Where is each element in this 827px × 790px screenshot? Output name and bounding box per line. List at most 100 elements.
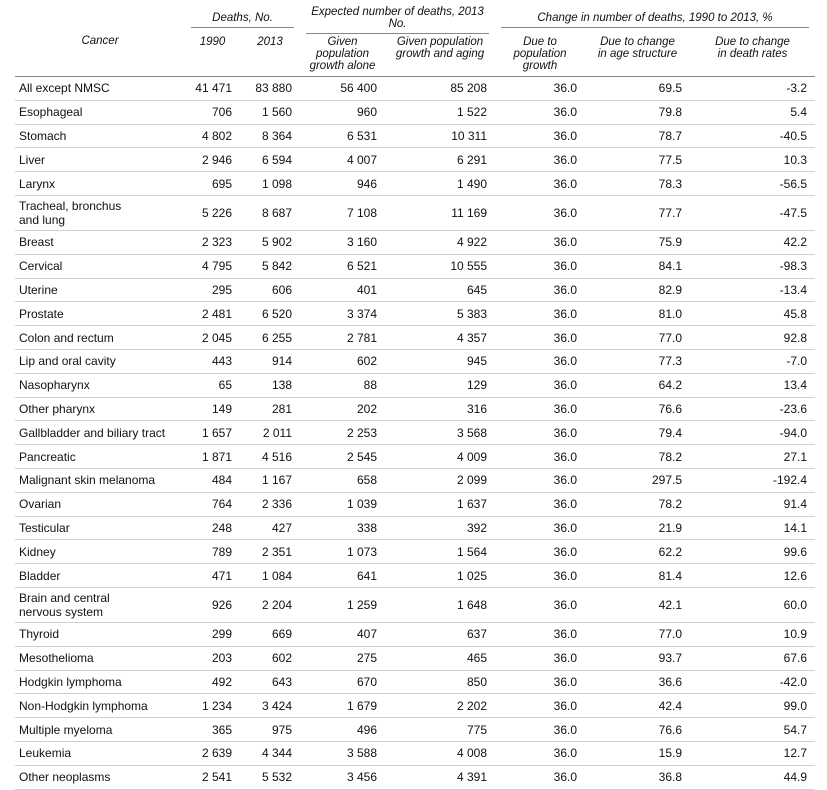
cancer-name: Pancreatic (15, 444, 185, 469)
cell-value: 77.5 (585, 147, 691, 173)
cell-value: 492 (185, 670, 240, 695)
cancer-name: Mesothelioma (15, 646, 185, 671)
cell-value: 77.3 (585, 349, 691, 374)
cell-value: 77.7 (585, 195, 691, 231)
cell-value: 2 202 (385, 693, 496, 719)
cancer-name: Other neoplasms (15, 765, 185, 790)
cell-value: 637 (385, 622, 496, 647)
data-table: Cancer Deaths, No. Expected number of deat… (15, 6, 816, 790)
cell-value: 36.0 (495, 587, 586, 623)
header-row: Cancer Deaths, No. Expected number of deat… (15, 6, 815, 77)
cell-value: 36.0 (495, 492, 586, 517)
cell-value: 14.1 (690, 516, 816, 541)
cancer-name: Colon and rectum (15, 325, 185, 350)
cell-value: 75.9 (585, 230, 691, 255)
cell-value: 4 795 (185, 254, 240, 279)
cell-value: 36.8 (585, 765, 691, 790)
group-header: Deaths, No. (185, 6, 300, 34)
cell-value: 4 009 (385, 444, 496, 469)
cell-value: 471 (185, 563, 240, 588)
cell-value: 42.2 (690, 230, 816, 255)
column-header: Given population growth alone (300, 34, 386, 77)
cell-value: 67.6 (690, 646, 816, 671)
cell-value: 606 (240, 278, 301, 303)
group-header: Expected number of deaths, 2013 No. (300, 6, 495, 34)
cell-value: 496 (300, 717, 386, 742)
cancer-name: Liver (15, 147, 185, 173)
cancer-name: All except NMSC (15, 76, 185, 101)
cell-value: 3 374 (300, 301, 386, 327)
cell-value: 3 456 (300, 765, 386, 790)
table-row: Malignant skin melanoma 484 1 167 658 2 099 3… (15, 468, 816, 493)
cancer-name: Lip and oral cavity (15, 349, 185, 374)
cancer-name: Kidney (15, 539, 185, 565)
cell-value: 83 880 (240, 76, 301, 101)
cell-value: -192.4 (690, 468, 816, 493)
cell-value: 36.0 (495, 230, 586, 255)
cell-value: 1 039 (300, 492, 386, 517)
table-row: Nasopharynx 65 138 88 129 36.0 64.2 13.4 (15, 373, 816, 398)
cell-value: 6 521 (300, 254, 386, 279)
table-row: Cervical 4 795 5 842 6 521 10 555 36.0 84.1 -98… (15, 254, 816, 279)
cell-value: 4 802 (185, 124, 240, 149)
table-row: Bladder 471 1 084 641 1 025 36.0 81.4 12.6 (15, 563, 816, 588)
cell-value: 81.0 (585, 301, 691, 327)
cell-value: 8 687 (240, 195, 301, 231)
cell-value: 36.0 (495, 693, 586, 719)
cell-value: 2 545 (300, 444, 386, 469)
cell-value: 11 169 (385, 195, 496, 231)
cell-value: 401 (300, 278, 386, 303)
cell-value: 1 259 (300, 587, 386, 623)
cell-value: 36.0 (495, 741, 586, 766)
cell-value: 5.4 (690, 100, 816, 125)
cell-value: 281 (240, 397, 301, 422)
cancer-name: Esophageal (15, 100, 185, 125)
cell-value: 84.1 (585, 254, 691, 279)
table-row: Testicular 248 427 338 392 36.0 21.9 14.1 (15, 516, 816, 541)
cell-value: 41 471 (185, 76, 240, 101)
column-header: Due to change in age structure (585, 34, 691, 77)
cell-value: -40.5 (690, 124, 816, 149)
cancer-name: Testicular (15, 516, 185, 541)
cell-value: 36.0 (495, 147, 586, 173)
cell-value: 85 208 (385, 76, 496, 101)
column-header: 1990 (185, 34, 240, 77)
cancer-name: Prostate (15, 301, 185, 327)
table-row: Kidney 789 2 351 1 073 1 564 36.0 62.2 99.6 (15, 539, 816, 565)
cell-value: 775 (385, 717, 496, 742)
cell-value: 602 (240, 646, 301, 671)
cell-value: 602 (300, 349, 386, 374)
cancer-name: Tracheal, bronchus and lung (15, 195, 185, 231)
cell-value: 946 (300, 171, 386, 196)
cell-value: 54.7 (690, 717, 816, 742)
cell-value: -98.3 (690, 254, 816, 279)
cell-value: 3 160 (300, 230, 386, 255)
cancer-name: Other pharynx (15, 397, 185, 422)
cell-value: 2 253 (300, 420, 386, 446)
cell-value: -23.6 (690, 397, 816, 422)
table-row: Ovarian 764 2 336 1 039 1 637 36.0 78.2 91.4 (15, 492, 816, 517)
cancer-name: Ovarian (15, 492, 185, 517)
cell-value: 297.5 (585, 468, 691, 493)
subheader-row: 1990 2013 Given population growth alone Giv… (15, 34, 816, 77)
cell-value: 36.0 (495, 278, 586, 303)
table-row: Stomach 4 802 8 364 6 531 10 311 36.0 78.7 -40.… (15, 124, 816, 149)
cell-value: 2 323 (185, 230, 240, 255)
cell-value: 5 842 (240, 254, 301, 279)
cell-value: 2 336 (240, 492, 301, 517)
cell-value: 36.0 (495, 539, 586, 565)
cell-value: 2 639 (185, 741, 240, 766)
column-header: Due to population growth (495, 34, 586, 77)
cell-value: 91.4 (690, 492, 816, 517)
table-row: Mesothelioma 203 602 275 465 36.0 93.7 67.6 (15, 646, 816, 671)
cell-value: 36.0 (495, 76, 586, 101)
cell-value: 2 481 (185, 301, 240, 327)
cell-value: 78.2 (585, 492, 691, 517)
cell-value: -13.4 (690, 278, 816, 303)
cell-value: 36.0 (495, 100, 586, 125)
cell-value: 77.0 (585, 325, 691, 350)
cell-value: 5 383 (385, 301, 496, 327)
cell-value: 706 (185, 100, 240, 125)
cell-value: 1 234 (185, 693, 240, 719)
cell-value: 8 364 (240, 124, 301, 149)
